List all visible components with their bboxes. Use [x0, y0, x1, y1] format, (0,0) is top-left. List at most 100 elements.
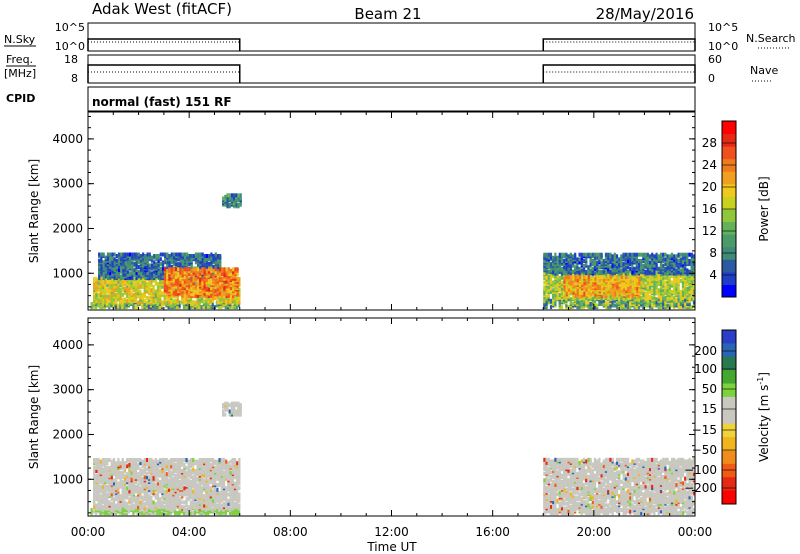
data-cell [543, 271, 546, 276]
data-cell [598, 252, 601, 257]
data-cell [102, 266, 105, 271]
data-cell [227, 506, 230, 511]
data-cell [622, 303, 625, 308]
data-cell [169, 508, 172, 512]
data-cell [668, 260, 671, 265]
data-cell [123, 297, 127, 302]
data-cell [626, 305, 630, 310]
data-cell [615, 262, 619, 267]
data-cell [657, 294, 660, 299]
data-cell [130, 291, 133, 296]
data-cell [109, 255, 112, 260]
data-cell [170, 292, 173, 297]
data-cell [122, 252, 125, 257]
data-cell [181, 268, 184, 273]
data-cell [156, 299, 160, 304]
data-cell [622, 262, 625, 267]
data-cell [189, 297, 193, 302]
data-cell [110, 280, 113, 285]
data-cell [596, 282, 599, 286]
data-cell [112, 284, 116, 289]
data-cell [131, 255, 134, 260]
data-cell [235, 305, 238, 310]
data-cell [225, 279, 228, 284]
data-cell [207, 287, 211, 292]
data-cell [166, 292, 169, 297]
nsky-tick-bottom: 10^0 [55, 40, 85, 53]
data-cell [200, 305, 203, 310]
data-cell [236, 501, 239, 506]
data-cell [117, 252, 121, 257]
data-cell [142, 274, 145, 279]
data-cell [565, 271, 568, 276]
data-cell [146, 258, 149, 263]
data-cell [646, 283, 649, 288]
data-cell [214, 267, 217, 272]
data-cell [675, 260, 678, 265]
data-cell [196, 270, 200, 275]
data-cell [587, 252, 590, 257]
data-cell [631, 286, 634, 291]
data-cell [664, 296, 667, 301]
data-cell [662, 274, 665, 279]
data-cell [637, 252, 641, 257]
data-cell [199, 278, 202, 283]
data-cell [196, 286, 200, 291]
data-cell [609, 257, 612, 262]
data-cell [194, 289, 197, 294]
data-cell [589, 297, 592, 302]
data-cell [587, 294, 590, 299]
nsky-series-line [87, 38, 241, 51]
data-cell [141, 305, 144, 310]
y-tick-label: 3000 [52, 177, 83, 191]
data-cell [121, 292, 124, 297]
data-cell [101, 305, 104, 310]
data-cell [611, 293, 615, 298]
data-cell [143, 506, 146, 511]
data-cell [677, 277, 680, 282]
data-cell [636, 275, 639, 280]
data-cell [236, 284, 239, 289]
data-cell [225, 276, 228, 281]
data-cell [172, 252, 176, 257]
data-cell [106, 497, 109, 502]
data-cell [115, 274, 118, 279]
data-cell [580, 300, 583, 305]
data-cell [152, 284, 155, 289]
data-cell [603, 286, 606, 291]
data-cell [679, 252, 682, 257]
data-cell [613, 259, 616, 263]
data-cell [216, 258, 220, 263]
data-cell [188, 254, 191, 258]
data-cell [210, 293, 213, 298]
data-cell [161, 280, 164, 285]
data-cell [194, 270, 197, 275]
data-cell [631, 297, 634, 302]
data-cell [120, 274, 123, 279]
data-cell [554, 297, 557, 302]
data-cell [591, 259, 594, 263]
data-cell [117, 258, 121, 263]
data-cell [167, 501, 171, 506]
data-cell [604, 300, 608, 305]
data-cell [648, 278, 652, 283]
data-cell [203, 279, 206, 284]
data-cell [582, 278, 586, 283]
data-cell [97, 303, 100, 308]
data-cell [122, 261, 125, 266]
data-cell [666, 296, 669, 301]
data-cell [603, 293, 606, 298]
data-cell [596, 303, 599, 308]
data-cell [653, 260, 656, 265]
data-cell [673, 254, 676, 259]
data-cell [675, 302, 678, 306]
data-cell [631, 276, 634, 281]
data-cell [225, 292, 228, 297]
data-cell [174, 278, 178, 283]
data-cell [190, 268, 193, 273]
data-cell [238, 277, 241, 282]
data-cell [677, 274, 680, 279]
data-cell [92, 509, 95, 514]
data-cell [176, 497, 179, 502]
data-cell [578, 300, 581, 305]
